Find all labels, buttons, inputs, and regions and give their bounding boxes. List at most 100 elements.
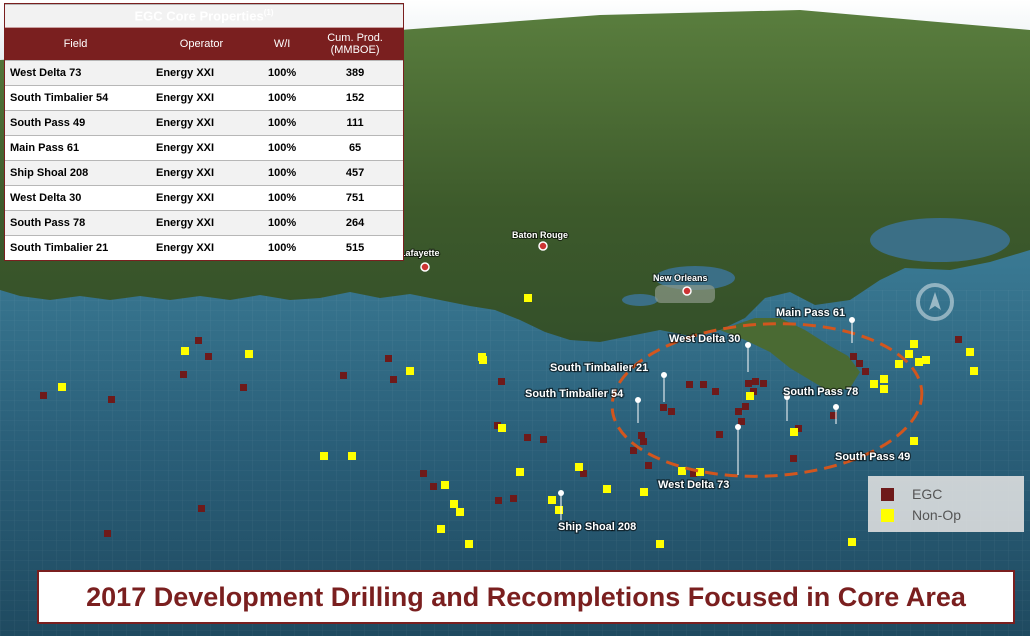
lake-pontchartrain [655,266,735,290]
table-row: South Timbalier 54 Energy XXI 100% 152 [5,85,403,111]
egc-lease-block [712,388,719,395]
non-op-lease-block [479,356,487,364]
lease-blocks [40,294,978,548]
new-orleans-marker-icon [682,286,692,296]
cell-cum-prod: 65 [307,135,403,161]
non-op-lease-block [895,360,903,368]
col-header-operator: Operator [146,27,257,61]
table-row: South Pass 49 Energy XXI 100% 111 [5,110,403,136]
egc-lease-block [104,530,111,537]
table-title: EGC Core Properties(1) [5,4,403,28]
cell-field: South Pass 49 [5,110,146,136]
cell-field: South Timbalier 54 [5,85,146,111]
cell-cum-prod: 457 [307,160,403,186]
field-marker-dot [745,342,751,348]
cell-operator: Energy XXI [146,160,257,186]
non-op-lease-block [848,538,856,546]
egc-lease-block [108,396,115,403]
cell-wi: 100% [257,135,308,161]
cell-operator: Energy XXI [146,85,257,111]
non-op-lease-block [181,347,189,355]
egc-lease-block [750,388,757,395]
core-properties-table-panel: EGC Core Properties(1) Field Operator W/… [4,3,404,261]
cell-wi: 100% [257,210,308,236]
field-marker-dot [635,397,641,403]
headline-banner: 2017 Development Drilling and Recompleti… [37,570,1015,624]
non-op-lease-block [465,540,473,548]
non-op-lease-block [966,348,974,356]
egc-lease-block [735,408,742,415]
core-properties-table: EGC Core Properties(1) Field Operator W/… [5,4,403,260]
field-label-ship-shoal-208: Ship Shoal 208 [558,521,636,533]
egc-lease-block [498,378,505,385]
legend-item-non-op: Non-Op [881,506,961,524]
egc-lease-block [638,432,645,439]
non-op-lease-block [516,468,524,476]
egc-lease-block [180,371,187,378]
col-header-wi: W/I [257,27,308,61]
egc-lease-block [510,495,517,502]
cell-field: Ship Shoal 208 [5,160,146,186]
cell-operator: Energy XXI [146,185,257,211]
non-op-lease-block [696,468,704,476]
egc-lease-block [760,380,767,387]
city-new-orleans: New Orleans [652,272,709,296]
egc-lease-block [524,434,531,441]
headline-text: 2017 Development Drilling and Recompleti… [86,581,966,612]
north-arrow-icon [929,292,941,310]
cell-wi: 100% [257,235,308,260]
egc-lease-block [540,436,547,443]
non-op-lease-block [790,428,798,436]
table-row: West Delta 73 Energy XXI 100% 389 [5,60,403,86]
field-label-south-pass-78: South Pass 78 [783,386,858,398]
egc-lease-block [690,470,697,477]
non-op-lease-block [905,350,913,358]
cell-field: West Delta 73 [5,60,146,86]
map-legend: EGC Non-Op [868,476,1024,532]
col-header-field: Field [5,27,146,61]
cell-wi: 100% [257,85,308,111]
egc-lease-block [738,418,745,425]
cell-cum-prod: 751 [307,185,403,211]
cell-field: South Timbalier 21 [5,235,146,260]
non-op-lease-block [575,463,583,471]
egc-lease-block [205,353,212,360]
cell-wi: 100% [257,60,308,86]
egc-lease-block [640,438,647,445]
non-op-lease-block [406,367,414,375]
cell-operator: Energy XXI [146,110,257,136]
non-op-lease-block [880,375,888,383]
non-op-lease-block [640,488,648,496]
egc-swatch [881,487,894,501]
egc-lease-block [580,470,587,477]
egc-lease-block [790,455,797,462]
egc-lease-block [660,404,667,411]
cell-operator: Energy XXI [146,135,257,161]
cell-wi: 100% [257,160,308,186]
col-header-cum-prod: Cum. Prod. (MMBOE) [307,27,403,61]
non-op-lease-block [603,485,611,493]
cell-field: Main Pass 61 [5,135,146,161]
cell-cum-prod: 264 [307,210,403,236]
field-labels: Main Pass 61 West Delta 30 South Timbali… [524,306,912,535]
table-row: South Pass 78 Energy XXI 100% 264 [5,210,403,236]
egc-lease-block [716,431,723,438]
egc-lease-block [830,412,837,419]
cell-cum-prod: 111 [307,110,403,136]
egc-lease-block [340,372,347,379]
non-op-lease-block [524,294,532,302]
non-op-lease-block [910,437,918,445]
field-label-west-delta-73: West Delta 73 [658,479,729,491]
cell-field: West Delta 30 [5,185,146,211]
non-op-lease-block [548,496,556,504]
egc-lease-block [850,353,857,360]
field-label-south-pass-49: South Pass 49 [835,451,910,463]
cell-operator: Energy XXI [146,210,257,236]
non-op-lease-block [915,358,923,366]
egc-lease-block [742,403,749,410]
cell-operator: Energy XXI [146,235,257,260]
non-op-lease-block [870,380,878,388]
non-op-lease-block [922,356,930,364]
cell-wi: 100% [257,185,308,211]
egc-lease-block [955,336,962,343]
